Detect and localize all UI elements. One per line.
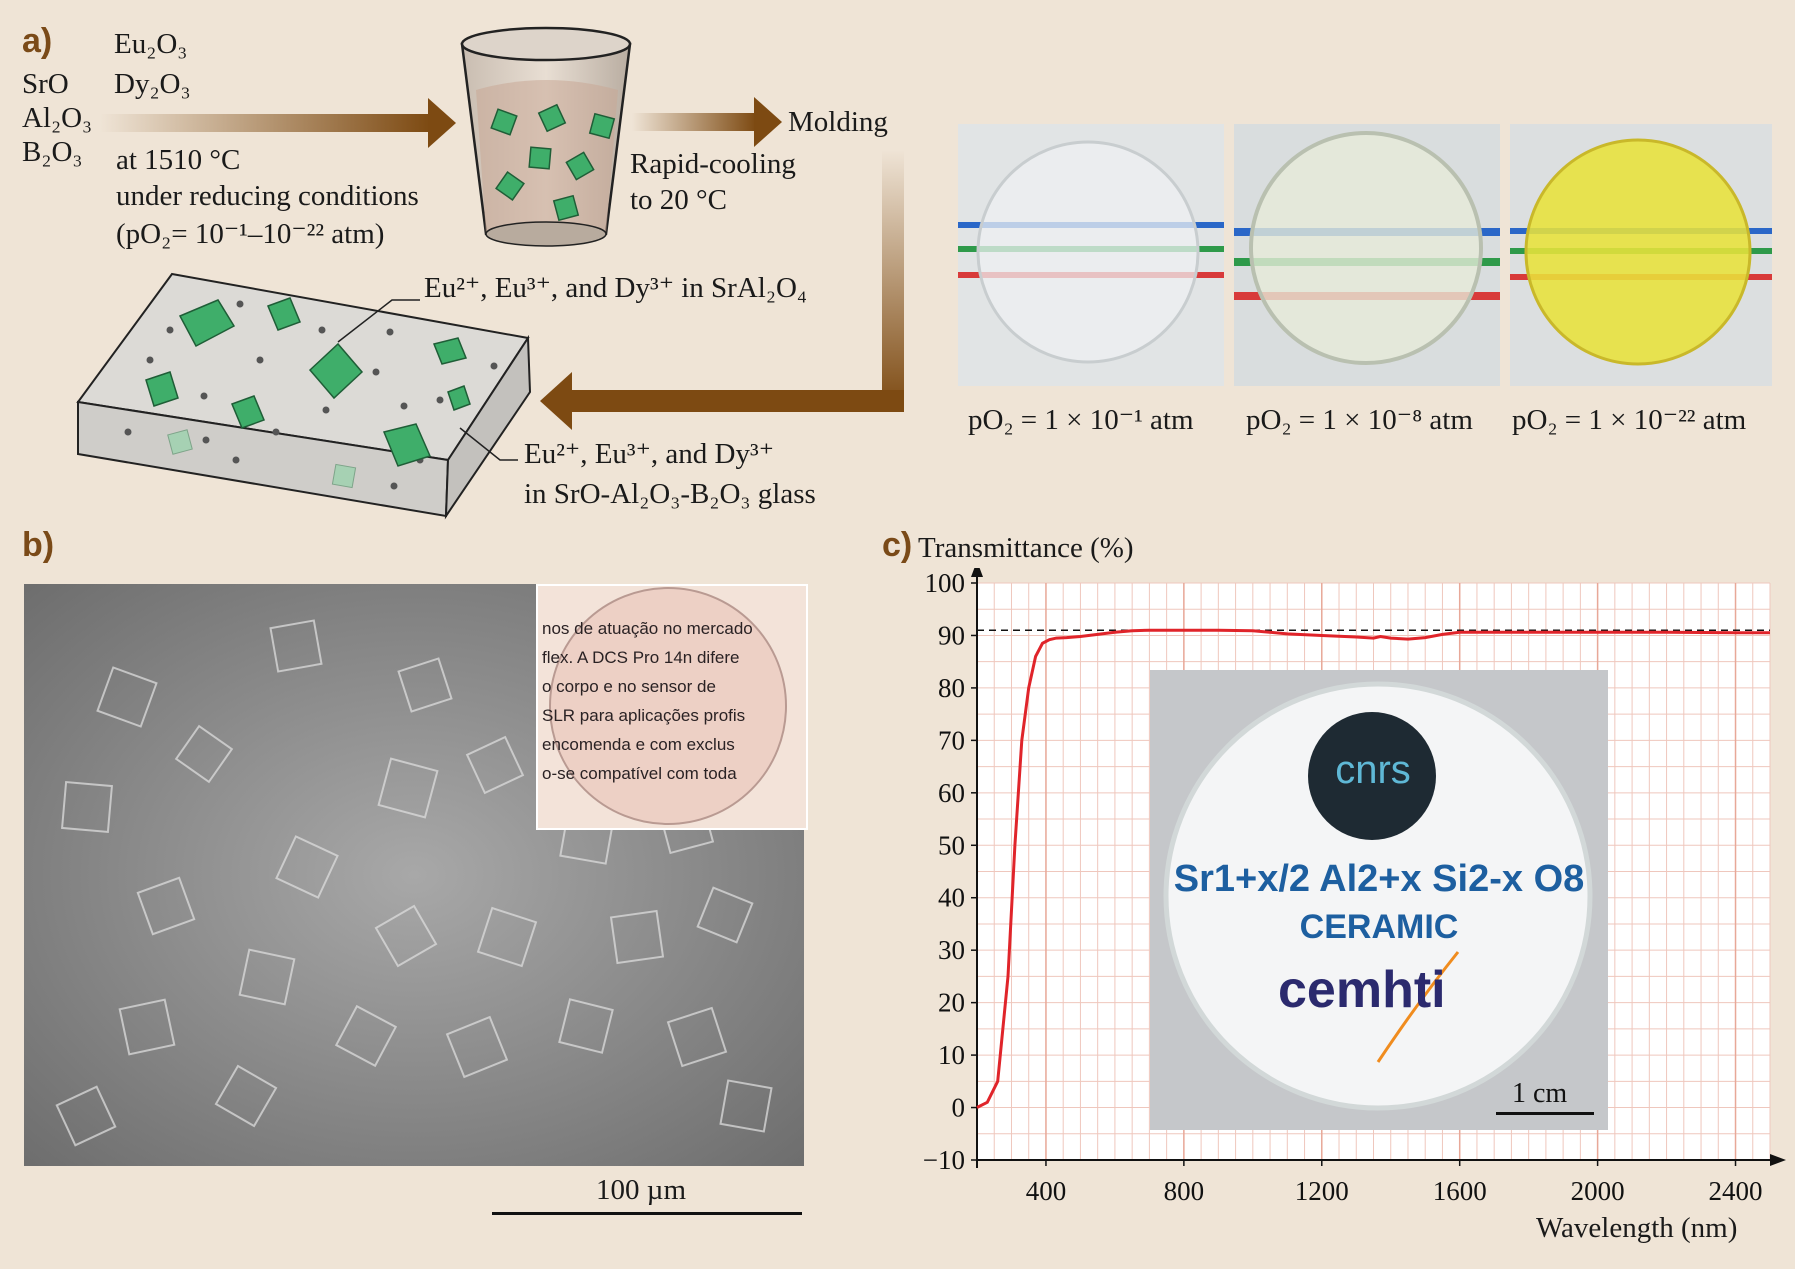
reagent-al2o3: Al₂O₃: [22, 102, 93, 134]
arrow-rapid-cooling: [632, 97, 782, 147]
x-tick-label: 800: [1164, 1176, 1205, 1206]
panel-a-letter: a): [22, 22, 53, 60]
ceramic-subtitle: CERAMIC: [1299, 908, 1459, 946]
x-tick-label: 400: [1026, 1176, 1067, 1206]
disc-photo-1: [958, 124, 1224, 386]
chart-xlabel: Wavelength (nm): [1536, 1212, 1738, 1244]
disc-photo-3: [1510, 124, 1772, 386]
y-tick-label: 20: [938, 988, 965, 1018]
crucible-icon: [460, 26, 632, 247]
panel-b-letter: b): [22, 526, 55, 564]
y-tick-label: 60: [938, 778, 965, 808]
glass-slab-icon: [76, 272, 532, 520]
rapid-cooling-temp: to 20 °C: [630, 184, 727, 216]
arrow-molding: [540, 150, 904, 430]
reagent-dy2o3: Dy₂O₃: [114, 68, 191, 100]
glass-label-line2: in SrO-Al₂O₃-B₂O₃ glass: [524, 478, 816, 510]
disc-label-3: pO₂ = 1 × 10⁻²² atm: [1512, 404, 1747, 436]
inset-text-line: flex. A DCS Pro 14n difere: [542, 648, 740, 667]
inset-text-line: o corpo e no sensor de: [542, 677, 716, 696]
x-tick-label: 1600: [1433, 1176, 1487, 1206]
x-tick-label: 1200: [1295, 1176, 1349, 1206]
y-tick-label: 0: [952, 1093, 966, 1123]
x-axis-arrow: [1770, 1154, 1786, 1166]
chart-ylabel: Transmittance (%): [918, 532, 1134, 564]
inset-text-line: encomenda e com exclus: [542, 735, 735, 754]
reagent-sro: SrO: [22, 68, 69, 100]
y-tick-label: 70: [938, 725, 965, 755]
reagent-b2o3: B₂O₃: [22, 136, 83, 168]
y-tick-label: −10: [923, 1145, 965, 1175]
y-tick-label: 40: [938, 883, 965, 913]
rapid-cooling-label: Rapid-cooling: [630, 148, 796, 180]
condition-temperature: at 1510 °C: [116, 144, 241, 176]
ceramic-scale-bar: [1496, 1112, 1594, 1115]
disc-label-2: pO₂ = 1 × 10⁻⁸ atm: [1246, 404, 1473, 436]
ceramic-scale-label: 1 cm: [1512, 1078, 1568, 1109]
y-tick-label: 10: [938, 1040, 965, 1070]
synthesis-diagram: [76, 26, 904, 520]
glass-label-line1: Eu²⁺, Eu³⁺, and Dy³⁺: [524, 438, 774, 470]
y-tick-label: 80: [938, 673, 965, 703]
ceramic-formula: Sr1+x/2 Al2+x Si2-x O8: [1173, 858, 1585, 900]
micrograph-inset-photo: nos de atuação no mercado flex. A DCS Pr…: [536, 584, 808, 830]
inset-text-line: nos de atuação no mercado: [542, 619, 753, 638]
x-tick-label: 2000: [1571, 1176, 1625, 1206]
inset-text-line: SLR para aplicações profis: [542, 706, 746, 725]
logo-cnrs-text: cnrs: [1335, 748, 1411, 792]
cnrs-logo-icon: [1308, 712, 1436, 840]
inset-text-line: o-se compatível com toda: [542, 764, 737, 783]
ceramic-photo: cnrs Sr1+x/2 Al2+x Si2-x O8 CERAMIC cemh…: [1150, 670, 1608, 1130]
condition-po2: (pO₂= 10⁻¹–10⁻²² atm): [116, 218, 385, 250]
arrow-heating: [100, 98, 456, 148]
crystal-label: Eu²⁺, Eu³⁺, and Dy³⁺ in SrAl₂O₄: [424, 272, 808, 304]
y-tick-label: 50: [938, 830, 965, 860]
condition-reducing: under reducing conditions: [116, 180, 419, 212]
micrograph-scale-label: 100 µm: [596, 1174, 687, 1206]
y-axis-arrow: [971, 568, 983, 577]
x-tick-label: 2400: [1709, 1176, 1763, 1206]
micrograph-scale-bar: [492, 1212, 802, 1215]
y-tick-label: 30: [938, 935, 965, 965]
panel-c-letter: c): [882, 526, 913, 564]
disc-photo-2: [1234, 124, 1500, 386]
logo-cemhti-text: cemhti: [1278, 961, 1446, 1019]
transmittance-series-line: [976, 628, 1770, 1109]
y-tick-label: 90: [938, 620, 965, 650]
y-tick-label: 100: [925, 568, 966, 598]
reagent-eu2o3: Eu₂O₃: [114, 28, 188, 60]
molding-label: Molding: [788, 106, 888, 138]
disc-label-1: pO₂ = 1 × 10⁻¹ atm: [968, 404, 1194, 436]
